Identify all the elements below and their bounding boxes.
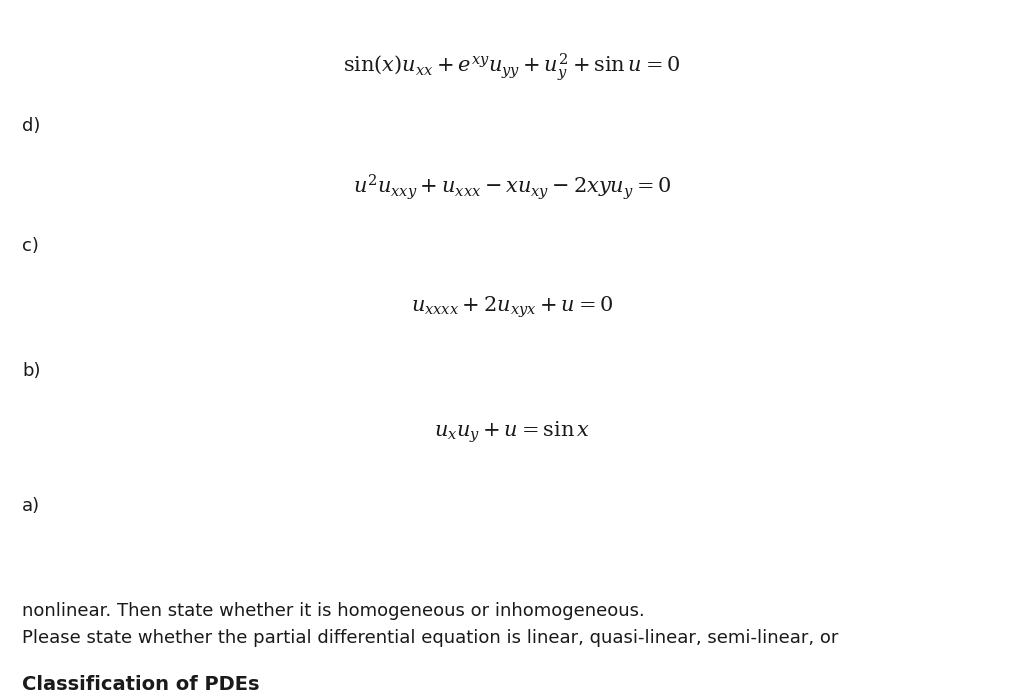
Text: Classification of PDEs: Classification of PDEs <box>22 675 259 694</box>
Text: nonlinear. Then state whether it is homogeneous or inhomogeneous.: nonlinear. Then state whether it is homo… <box>22 602 645 620</box>
Text: Please state whether the partial differential equation is linear, quasi-linear, : Please state whether the partial differe… <box>22 629 839 647</box>
Text: $u_x u_y + u = \sin x$: $u_x u_y + u = \sin x$ <box>434 420 590 445</box>
Text: $u^2 u_{xxy} + u_{xxx} - xu_{xy} - 2xyu_y = 0$: $u^2 u_{xxy} + u_{xxx} - xu_{xy} - 2xyu_… <box>352 172 672 202</box>
Text: c): c) <box>22 237 39 255</box>
Text: b): b) <box>22 362 41 380</box>
Text: d): d) <box>22 117 40 135</box>
Text: a): a) <box>22 497 40 515</box>
Text: $u_{xxxx} + 2u_{xyx} + u = 0$: $u_{xxxx} + 2u_{xyx} + u = 0$ <box>411 294 613 320</box>
Text: $\sin(x)u_{xx} + e^{xy}u_{yy} + u_y^2 + \sin u = 0$: $\sin(x)u_{xx} + e^{xy}u_{yy} + u_y^2 + … <box>343 51 681 83</box>
